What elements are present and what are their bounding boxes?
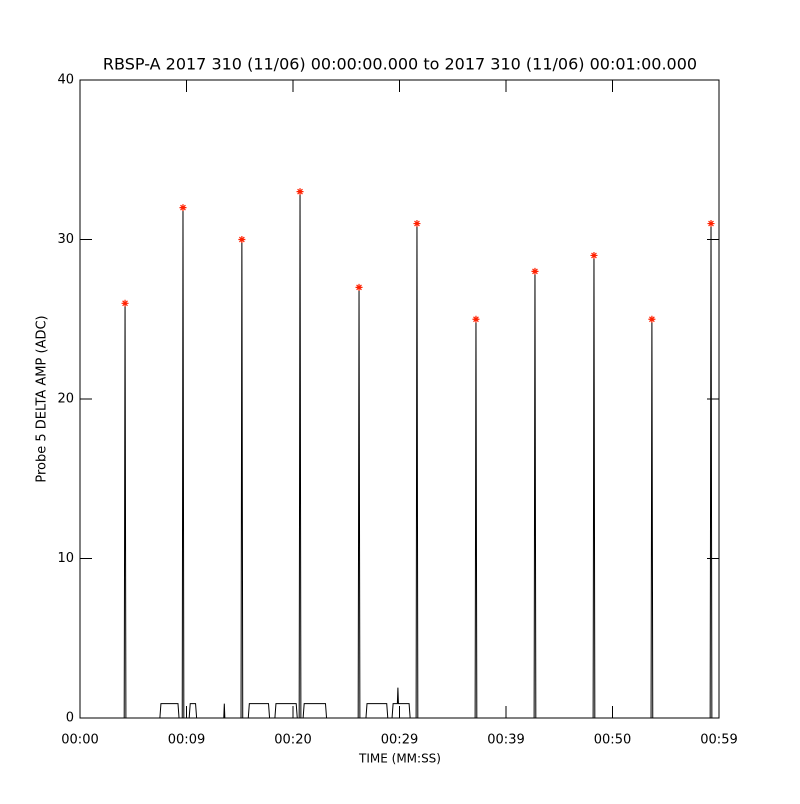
y-tick-label: 30 xyxy=(57,232,74,247)
x-tick-label: 00:59 xyxy=(700,733,737,748)
x-tick-label: 00:39 xyxy=(487,733,524,748)
y-tick-label: 40 xyxy=(57,73,74,88)
x-tick-label: 00:50 xyxy=(594,733,631,748)
peak-marker xyxy=(648,315,656,323)
peak-marker xyxy=(472,315,480,323)
y-tick-label: 20 xyxy=(57,392,74,407)
peak-marker xyxy=(179,204,187,212)
y-axis-label: Probe 5 DELTA AMP (ADC) xyxy=(35,315,50,482)
peak-marker xyxy=(531,267,539,275)
data-line xyxy=(80,191,719,719)
x-tick-label: 00:09 xyxy=(168,733,205,748)
peak-marker xyxy=(121,299,129,307)
chart-title: RBSP-A 2017 310 (11/06) 00:00:00.000 to … xyxy=(103,55,697,74)
peak-marker xyxy=(413,220,421,228)
peak-marker xyxy=(355,283,363,291)
x-tick-label: 00:20 xyxy=(274,733,311,748)
peak-marker xyxy=(296,188,304,196)
y-tick-label: 10 xyxy=(57,551,74,566)
y-tick-label: 0 xyxy=(66,711,74,726)
peak-marker xyxy=(238,236,246,243)
x-axis-label: TIME (MM:SS) xyxy=(358,752,441,766)
peak-marker xyxy=(590,251,598,259)
x-tick-label: 00:00 xyxy=(61,733,98,748)
peak-marker xyxy=(707,220,715,228)
x-tick-label: 00:29 xyxy=(381,733,418,748)
